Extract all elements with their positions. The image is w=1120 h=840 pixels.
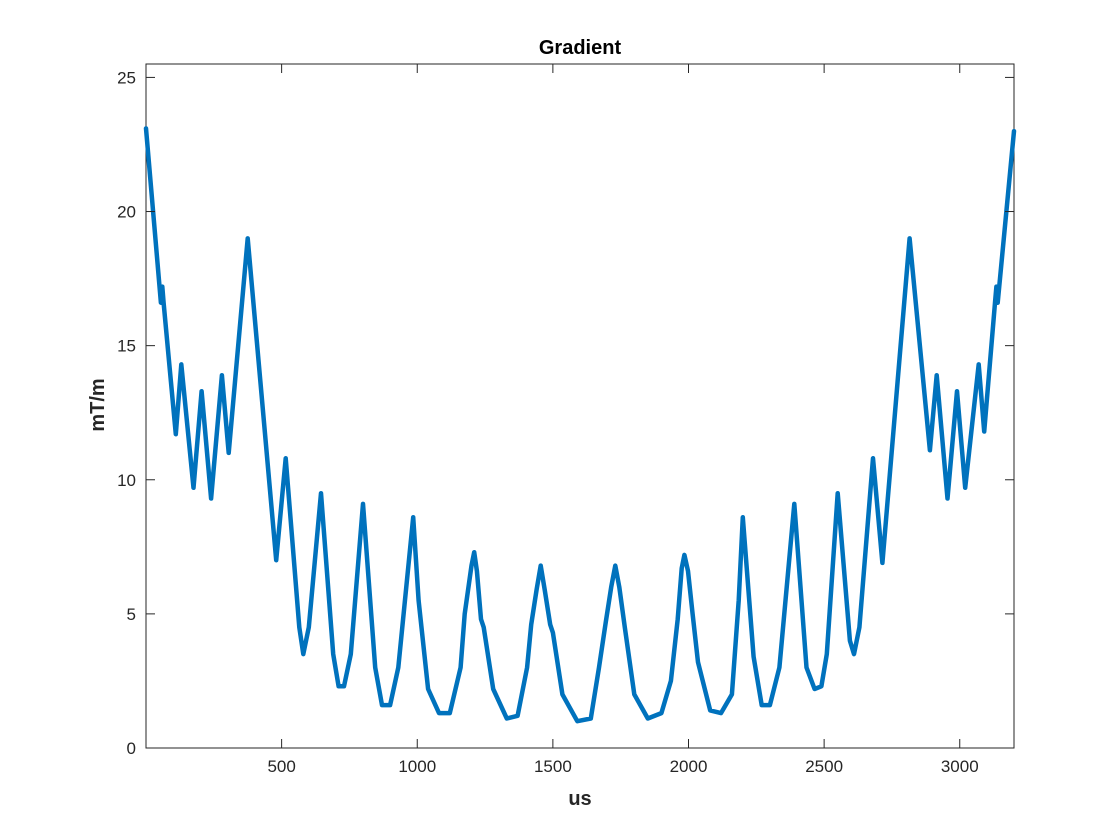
x-tick-label: 2000	[670, 757, 708, 776]
y-tick-label: 0	[127, 739, 136, 758]
series-layer	[143, 126, 1017, 724]
x-axis-ticks: 500 1000 1500 2000 2500 3000	[267, 64, 979, 776]
x-tick-label: 1000	[398, 757, 436, 776]
chart-title: Gradient	[539, 37, 622, 59]
series-line-0	[143, 126, 1017, 724]
y-tick-label: 10	[117, 471, 136, 490]
y-tick-label: 5	[127, 605, 136, 624]
y-tick-label: 15	[117, 337, 136, 356]
x-tick-label: 2500	[805, 757, 843, 776]
axes-frame	[145, 63, 1015, 749]
y-tick-label: 25	[117, 68, 136, 87]
x-axis-label: us	[568, 788, 591, 810]
x-tick-label: 3000	[941, 757, 979, 776]
y-axis-label: mT/m	[87, 378, 109, 431]
plot-area	[145, 63, 1015, 749]
x-tick-label: 1500	[534, 757, 572, 776]
y-tick-label: 20	[117, 203, 136, 222]
y-axis-ticks: 0 5 10 15 20 25	[117, 68, 1014, 758]
x-tick-label: 500	[267, 757, 295, 776]
